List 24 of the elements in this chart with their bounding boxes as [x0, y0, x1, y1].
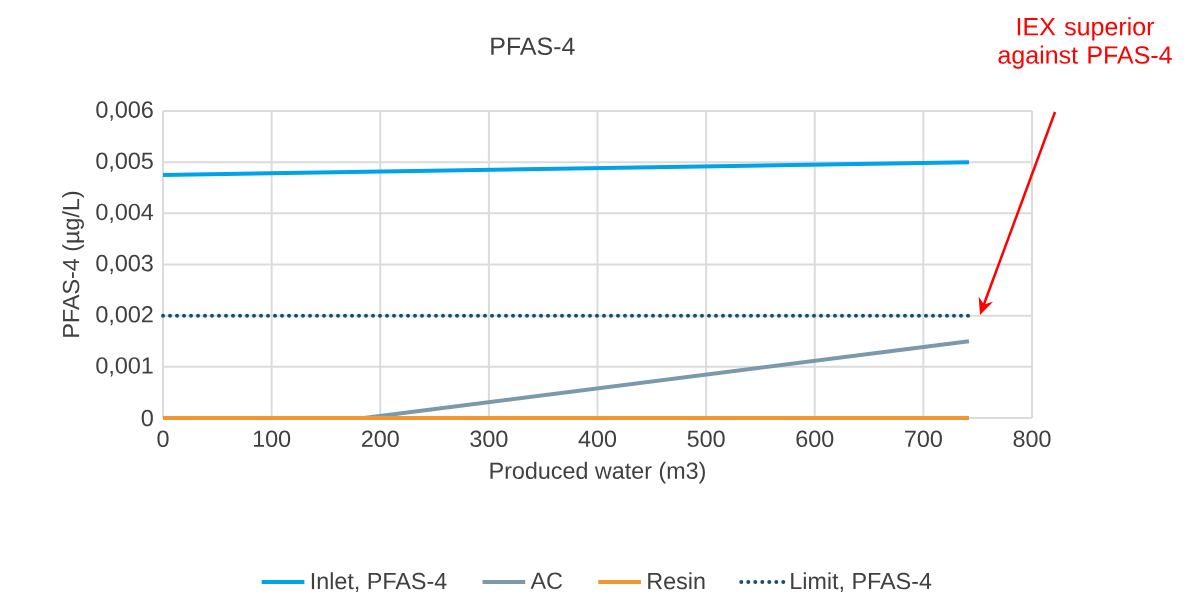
- y-tick-label: 0,004: [96, 203, 154, 223]
- legend-label: AC: [530, 572, 563, 590]
- x-tick-label: 0: [157, 430, 169, 448]
- text: IEX superior against PFAS-4: [998, 17, 1172, 69]
- x-tick-label: 500: [687, 430, 725, 448]
- x-tick-label: 200: [361, 430, 399, 448]
- legend-label: Inlet, PFAS-4: [311, 572, 447, 593]
- y-axis-title: PFAS-4 (µg/L): [62, 191, 84, 337]
- x-tick-label: 300: [470, 430, 508, 448]
- x-tick-label: 700: [905, 430, 942, 448]
- y-tick-label: 0,001: [96, 357, 153, 377]
- y-tick-label: 0,006: [96, 101, 153, 121]
- legend-label: Limit, PFAS-4: [791, 572, 932, 593]
- y-tick-label: 0,003: [96, 254, 153, 275]
- legend-label: Resin: [648, 572, 705, 590]
- x-axis-title: Produced water (m3): [490, 461, 705, 484]
- y-tick-label: 0: [141, 409, 153, 427]
- x-tick-label: 100: [253, 430, 291, 448]
- x-tick-label: 800: [1013, 430, 1051, 448]
- chart-title: PFAS-4: [491, 37, 575, 56]
- y-tick-label: 0,002: [96, 306, 153, 326]
- x-tick-label: 600: [796, 430, 834, 448]
- x-tick-label: 400: [578, 430, 617, 448]
- y-tick-label: 0,005: [96, 152, 153, 172]
